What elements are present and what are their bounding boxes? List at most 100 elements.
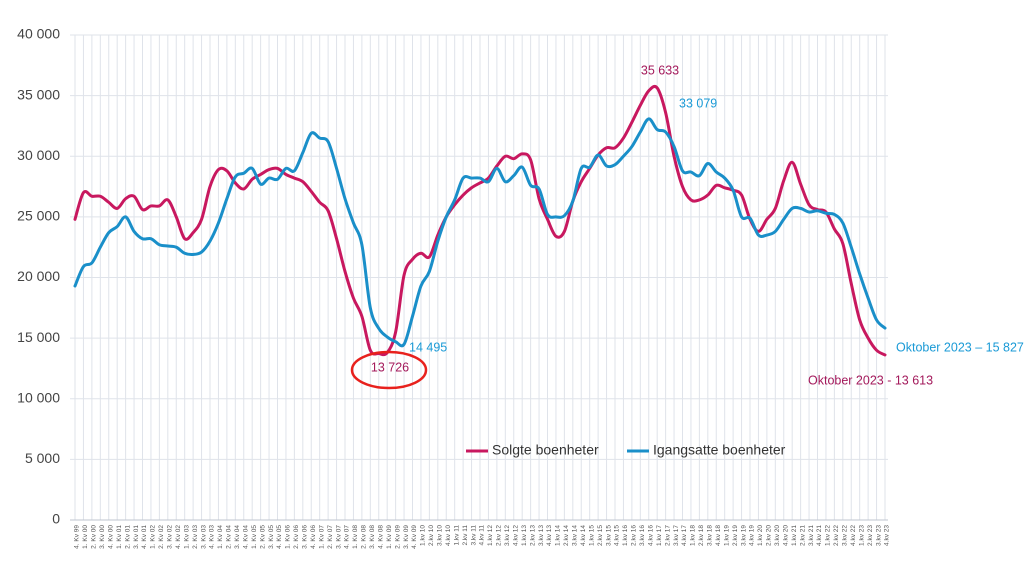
x-tick-label: 4.kv 17: [681, 525, 688, 546]
x-tick-label: 4.kv 13: [546, 525, 553, 546]
x-tick-label: 1.kv 20: [757, 525, 764, 546]
x-tick-label: 3. Kv 08: [369, 525, 376, 549]
x-tick-label: 3.kv 14: [572, 525, 579, 546]
x-tick-label: 1.kv 11: [453, 525, 460, 546]
x-tick-label: 3.kv 10: [437, 525, 444, 546]
x-tick-label: 1.kv 17: [656, 525, 663, 546]
x-tick-label: 3. Kv 04: [234, 525, 241, 549]
highlight-ellipse: [350, 350, 428, 390]
annotation: 35 633: [641, 63, 679, 77]
y-tick-label: 40 000: [17, 26, 60, 42]
x-tick-label: 4.kv 16: [647, 525, 654, 546]
x-tick-label: 2.kv 13: [529, 525, 536, 546]
x-tick-label: 2. Kv 07: [327, 525, 334, 549]
x-tick-label: 3. Kv 03: [200, 525, 207, 549]
annotation: 33 079: [679, 96, 717, 110]
x-tick-label: 4.kv 11: [479, 525, 486, 546]
x-tick-label: 3.kv 15: [605, 525, 612, 546]
labels: 4. Kv 99 1. Kv 00 2. Kv 00 3. Kv 00 4. Kv 00…: [17, 26, 1024, 549]
x-tick-label: 4. Kv 06: [310, 525, 317, 549]
x-tick-label: 2. Kv 03: [192, 525, 199, 549]
x-tick-label: 3.kv 22: [842, 525, 849, 546]
y-tick-label: 35 000: [17, 86, 60, 102]
x-tick-label: 4. Kv 00: [107, 525, 114, 549]
x-tick-label: 2.kv 17: [664, 525, 671, 546]
x-tick-label: 3.kv 19: [740, 525, 747, 546]
lines: [73, 84, 887, 357]
x-tick-label: 3.kv 17: [673, 525, 680, 546]
y-tick-label: 10 000: [17, 389, 60, 405]
annotation: 13 726: [371, 360, 409, 374]
x-tick-label: 1. Kv 08: [352, 525, 359, 549]
x-tick-label: 2. Kv 08: [361, 525, 368, 549]
legend-label: Igangsatte boenheter: [653, 442, 786, 458]
x-tick-label: 3. Kv 01: [133, 525, 140, 549]
grid: [70, 34, 888, 521]
series-line: [73, 117, 887, 348]
x-tick-label: 2. Kv 04: [226, 525, 233, 549]
x-tick-label: 2.kv 10: [428, 525, 435, 546]
x-tick-label: 2. Kv 02: [158, 525, 165, 549]
y-tick-label: 20 000: [17, 268, 60, 284]
x-tick-label: 4.kv 20: [782, 525, 789, 546]
x-tick-label: 2. Kv 01: [124, 525, 131, 549]
y-tick-label: 15 000: [17, 329, 60, 345]
x-tick-label: 4. Kv 05: [276, 525, 283, 549]
x-tick-label: 2.kv 12: [496, 525, 503, 546]
y-tick-label: 25 000: [17, 208, 60, 224]
x-tick-label: 2. Kv 06: [293, 525, 300, 549]
x-tick-label: 3.kv 18: [707, 525, 714, 546]
x-tick-label: 4.kv 14: [580, 525, 587, 546]
x-tick-label: 1.kv 13: [521, 525, 528, 546]
x-tick-label: 2. Kv 00: [91, 525, 98, 549]
x-tick-label: 1.kv 10: [420, 525, 427, 546]
x-tick-label: 4. Kv 03: [209, 525, 216, 549]
legend-label: Solgte boenheter: [492, 442, 599, 458]
x-tick-label: 4.kv 12: [512, 525, 519, 546]
x-tick-label: 2.kv 16: [631, 525, 638, 546]
x-tick-label: 4.kv 18: [715, 525, 722, 546]
x-tick-label: 1.kv 21: [791, 525, 798, 546]
x-tick-label: 2. Kv 09: [394, 525, 401, 549]
x-tick-label: 1. Kv 01: [116, 525, 123, 549]
x-tick-label: 4.kv 23: [884, 525, 891, 546]
x-tick-label: 1.kv 22: [825, 525, 832, 546]
x-tick-label: 1.kv 18: [690, 525, 697, 546]
x-tick-label: 2.kv 11: [462, 525, 469, 546]
x-tick-label: 2.kv 15: [597, 525, 604, 546]
x-tick-label: 3. Kv 06: [302, 525, 309, 549]
x-tick-label: 1.kv 19: [723, 525, 730, 546]
x-tick-label: 3.kv 13: [538, 525, 545, 546]
x-tick-label: 2. Kv 05: [259, 525, 266, 549]
x-tick-label: 1. Kv 06: [285, 525, 292, 549]
x-tick-label: 1. Kv 07: [318, 525, 325, 549]
x-tick-label: 3.kv 20: [774, 525, 781, 546]
x-tick-label: 1. Kv 04: [217, 525, 224, 549]
x-tick-label: 3. Kv 00: [99, 525, 106, 549]
x-tick-label: 3. Kv 09: [403, 525, 410, 549]
x-tick-label: 4. Kv 01: [141, 525, 148, 549]
x-tick-label: 4.kv 21: [816, 525, 823, 546]
x-tick-label: 2.kv 19: [732, 525, 739, 546]
y-tick-label: 5 000: [25, 450, 60, 466]
x-tick-label: 1. Kv 02: [150, 525, 157, 549]
x-tick-label: 2.kv 22: [833, 525, 840, 546]
x-tick-label: 4.kv 15: [614, 525, 621, 546]
x-tick-label: 2.kv 23: [867, 525, 874, 546]
x-tick-label: 2.kv 21: [799, 525, 806, 546]
x-tick-label: 4. Kv 09: [411, 525, 418, 549]
x-tick-label: 1. Kv 03: [183, 525, 190, 549]
y-tick-label: 30 000: [17, 147, 60, 163]
x-tick-label: 1.kv 16: [622, 525, 629, 546]
x-tick-label: 1. Kv 05: [251, 525, 258, 549]
x-tick-label: 3. Kv 05: [268, 525, 275, 549]
x-tick-label: 3.kv 21: [808, 525, 815, 546]
x-tick-label: 4. Kv 99: [74, 525, 81, 549]
x-tick-label: 3. Kv 07: [335, 525, 342, 549]
x-tick-label: 1. Kv 09: [386, 525, 393, 549]
x-tick-label: 3.kv 11: [470, 525, 477, 546]
x-tick-label: 1. Kv 00: [82, 525, 89, 549]
x-tick-label: 2.kv 14: [563, 525, 570, 546]
